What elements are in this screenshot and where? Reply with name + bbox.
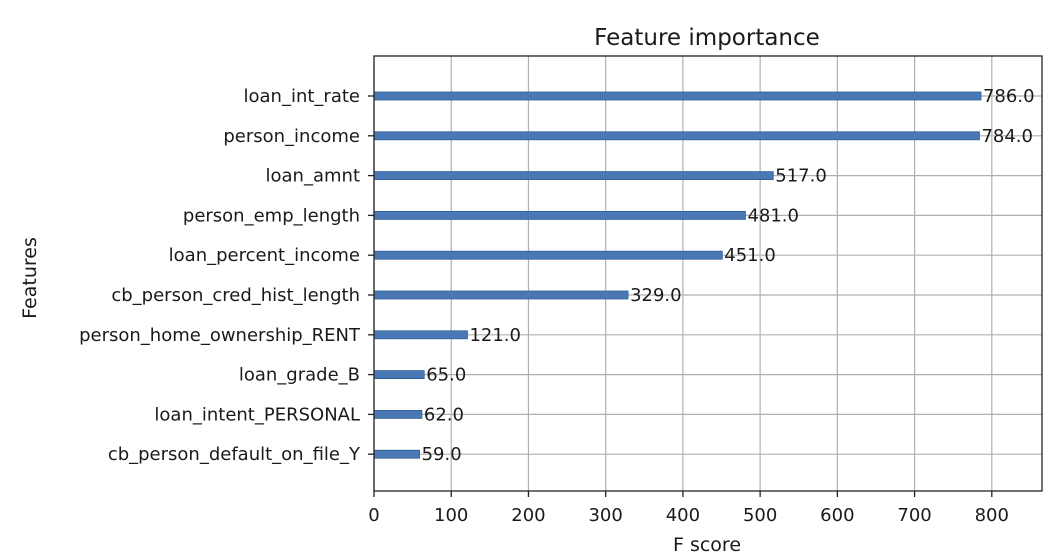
y-tick-label: person_income [223,126,360,147]
y-tick-label: loan_grade_B [239,365,360,386]
x-tick-label: 700 [897,505,931,526]
x-tick-label: 400 [666,505,700,526]
gridlines [373,56,1042,491]
bar [373,290,629,300]
bar-value-label: 481.0 [747,205,799,226]
y-tick-label: loan_int_rate [244,86,360,107]
y-tick-label: person_emp_length [183,205,360,226]
y-axis-ticks: loan_int_rate person_income loan_amntperso… [79,86,374,465]
bar-value-label: 59.0 [422,444,462,465]
plot-frame [373,55,1043,492]
data-labels: 786.0 784.0 517.0 481.0 451.0 329.0 121.065.0 6… [422,86,1035,465]
y-tick-label: loan_intent_PERSONAL [154,404,360,425]
x-tick-label: 800 [975,505,1009,526]
bar-value-label: 784.0 [981,126,1033,147]
bar-value-label: 786.0 [983,86,1035,107]
x-axis-label: F score [673,534,741,556]
bar-value-label: 329.0 [630,285,682,306]
bar-value-label: 121.0 [469,325,521,346]
bar-value-label: 62.0 [424,404,464,425]
y-tick-label: cb_person_cred_hist_length [111,285,360,306]
y-tick-label: loan_amnt [266,166,360,187]
x-tick-label: 600 [820,505,854,526]
bar [373,370,425,380]
bars [373,91,982,459]
bar [373,409,423,419]
y-axis-label: Features [19,237,41,319]
x-tick-label: 500 [743,505,777,526]
x-axis-ticks: 0 100 200 300 400 500 600 700 800 [368,491,1009,526]
bar-value-label: 517.0 [775,166,827,187]
y-tick-label: loan_percent_income [169,245,360,266]
bar [373,171,774,181]
x-tick-label: 0 [368,505,379,526]
bar-value-label: 65.0 [426,365,466,386]
bar [373,91,982,101]
y-tick-label: person_home_ownership_RENT [79,325,361,346]
chart-title: Feature importance [594,25,820,51]
bar [373,131,980,141]
bar-value-label: 451.0 [724,245,776,266]
bar [373,449,420,459]
x-tick-label: 100 [434,505,468,526]
bar [373,250,723,260]
y-tick-label: cb_person_default_on_file_Y [108,444,361,465]
bar [373,330,468,340]
x-tick-label: 300 [588,505,622,526]
x-tick-label: 200 [511,505,545,526]
bar [373,210,746,220]
